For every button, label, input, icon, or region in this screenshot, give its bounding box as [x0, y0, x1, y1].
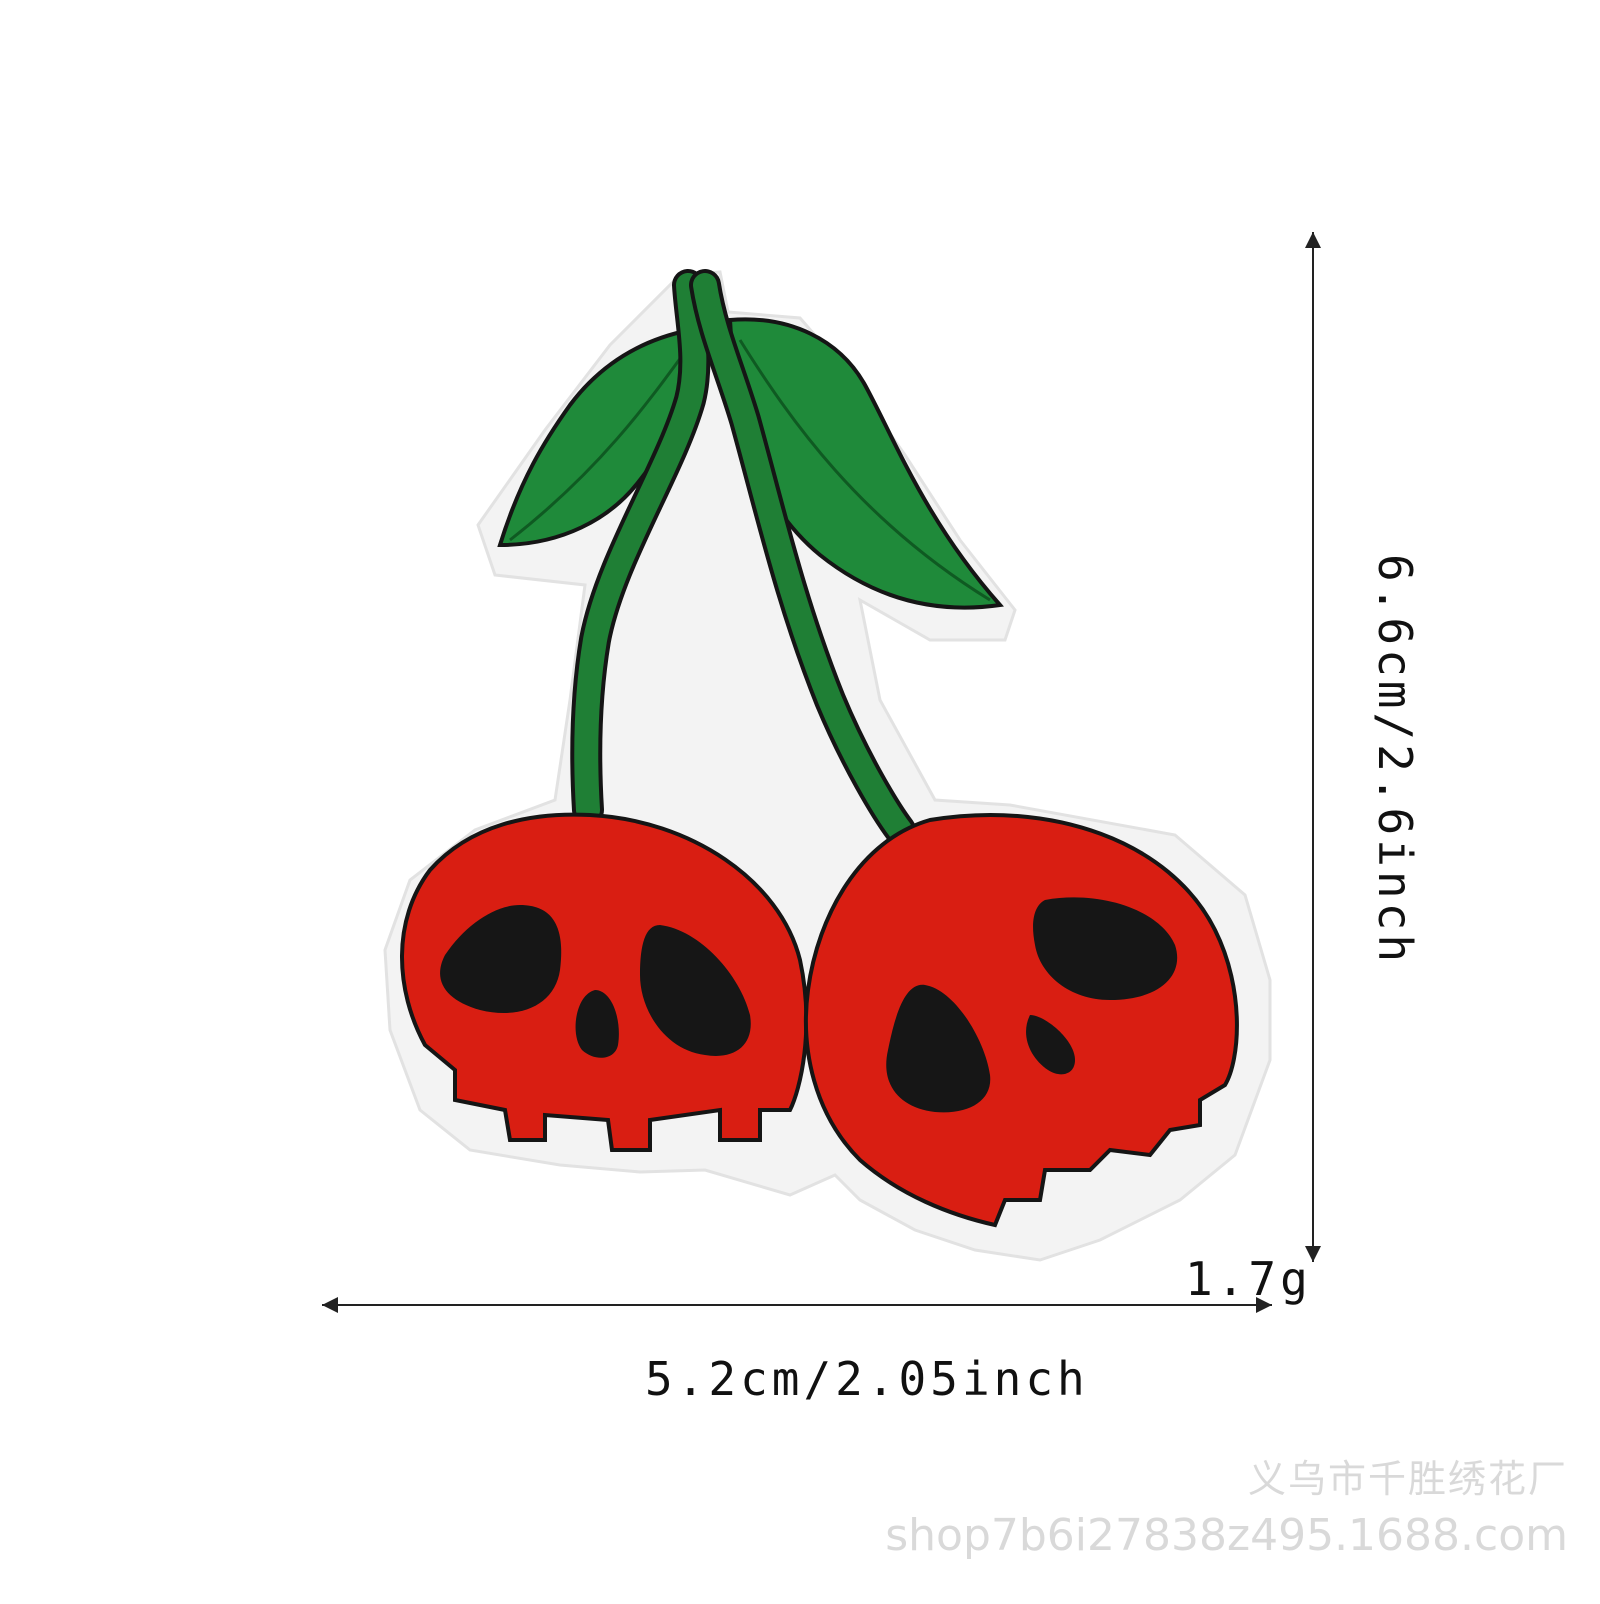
- watermark-url: shop7b6i27838z495.1688.com: [885, 1510, 1568, 1561]
- cherry-stems: [570, 269, 916, 846]
- left-skull-eye-left: [440, 905, 562, 1014]
- height-label: 6.6cm/2.6inch: [1368, 553, 1422, 967]
- right-skull-nose: [1026, 1015, 1075, 1075]
- weight-label: 1.7g: [1185, 1252, 1312, 1306]
- right-skull-eye-right: [1033, 897, 1178, 1000]
- dimension-lines: [322, 232, 1321, 1313]
- left-skull-cherry: [400, 812, 809, 1152]
- watermark-shop-name: 义乌市千胜绣花厂: [1247, 1457, 1568, 1501]
- left-skull-eye-right: [640, 925, 751, 1056]
- right-skull-cherry: [804, 812, 1239, 1228]
- right-skull-eye-left: [886, 984, 991, 1113]
- left-skull-nose: [575, 990, 619, 1058]
- width-label: 5.2cm/2.05inch: [645, 1352, 1089, 1406]
